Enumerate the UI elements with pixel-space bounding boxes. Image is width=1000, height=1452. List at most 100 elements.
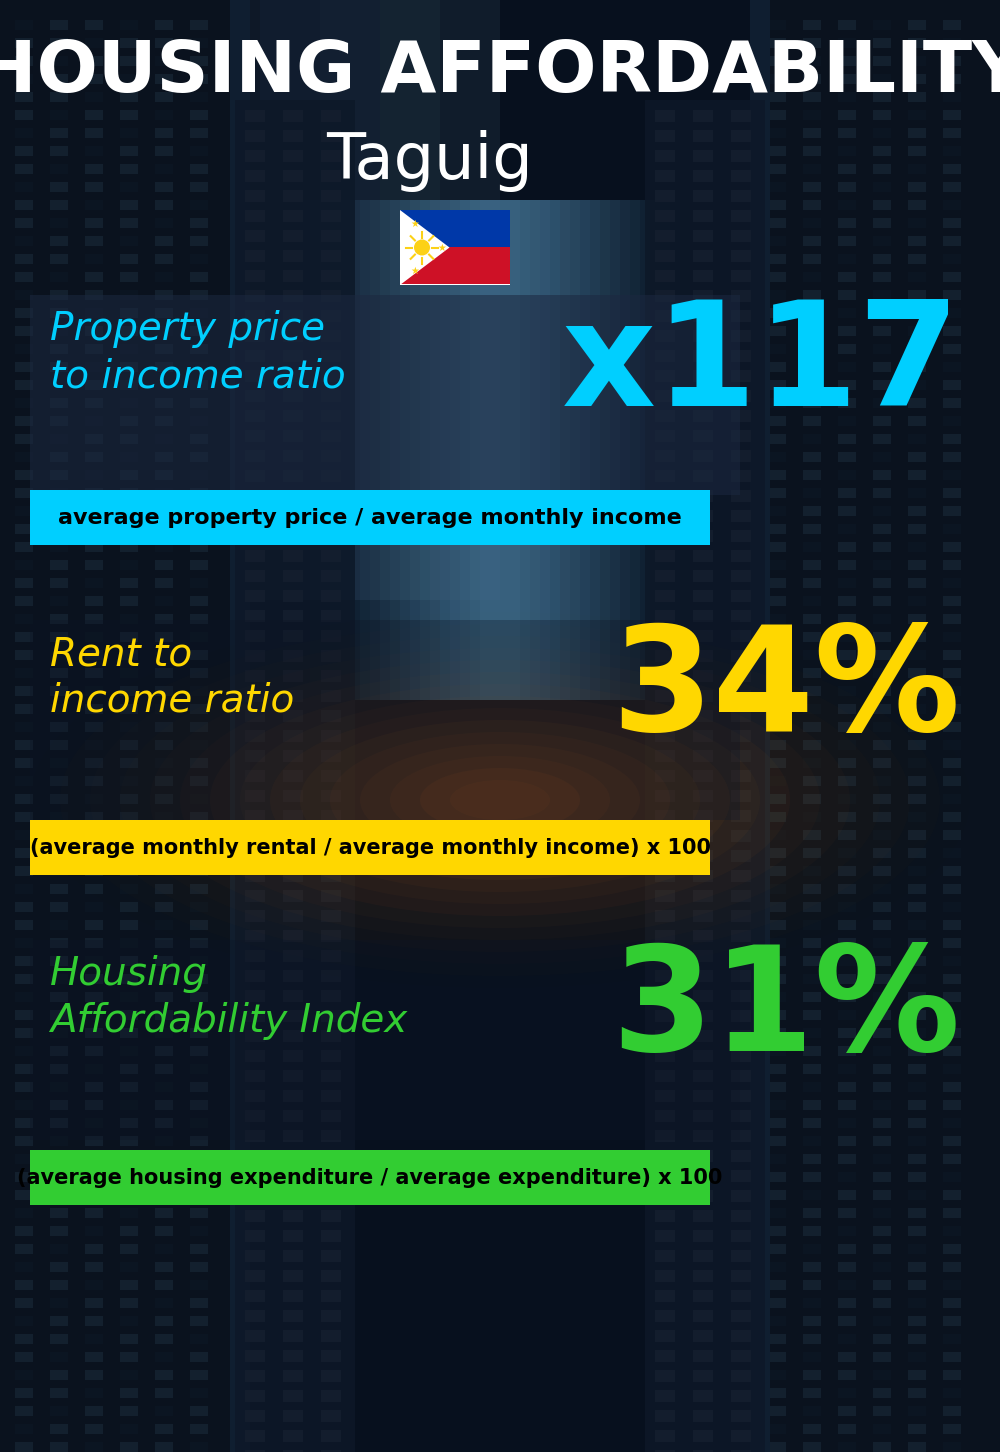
Bar [120,1424,138,1435]
Bar [321,530,341,542]
Bar [245,1451,265,1452]
Bar [838,344,856,354]
Bar [15,398,33,408]
Bar [655,350,675,362]
Bar [155,524,173,534]
Bar [321,1289,341,1302]
Bar [245,1011,265,1022]
Bar [85,595,103,605]
Bar [190,1262,208,1272]
Bar [908,1011,926,1019]
Bar [190,614,208,624]
Bar [838,1045,856,1056]
Bar [245,590,265,603]
Bar [768,327,786,335]
Bar [908,505,926,515]
Bar [15,308,33,318]
Bar [120,524,138,534]
Bar [655,571,675,582]
Bar [15,74,33,84]
Bar [693,190,713,202]
Bar [15,182,33,192]
Bar [803,595,821,605]
Bar [768,1225,786,1236]
Bar [0,0,240,1452]
Bar [655,1150,675,1162]
Bar [283,370,303,382]
Bar [838,488,856,498]
Bar [85,775,103,786]
Bar [655,1250,675,1262]
Bar [283,270,303,282]
Bar [283,1451,303,1452]
Bar [908,128,926,138]
Bar [50,362,68,372]
Bar [190,1028,208,1038]
Bar [321,391,341,402]
Bar [85,1424,103,1435]
Bar [120,327,138,335]
Bar [803,794,821,804]
Bar [803,362,821,372]
Bar [15,650,33,661]
Bar [803,344,821,354]
Bar [120,1371,138,1379]
Bar [50,1082,68,1092]
Bar [50,434,68,444]
Bar [245,571,265,582]
Bar [838,1101,856,1109]
Bar [768,632,786,642]
Bar [85,668,103,678]
Bar [693,409,713,423]
Bar [321,1250,341,1262]
Bar [838,668,856,678]
Bar [410,200,590,700]
Bar [50,578,68,588]
Bar [803,992,821,1002]
Bar [120,992,138,1002]
Bar [245,270,265,282]
Bar [155,595,173,605]
Bar [838,362,856,372]
Bar [245,990,265,1002]
Bar [245,1109,265,1122]
Bar [908,1082,926,1092]
Bar [768,470,786,481]
Bar [15,327,33,335]
Bar [120,794,138,804]
Bar [655,1230,675,1241]
Bar [693,131,713,142]
Bar [803,1118,821,1128]
Bar [15,237,33,245]
Bar [731,1390,751,1403]
Bar [768,560,786,571]
Bar [731,1210,751,1223]
Bar [803,741,821,751]
Bar [838,974,856,984]
Bar [873,308,891,318]
Bar [803,1191,821,1199]
Bar [190,1442,208,1452]
Bar [15,1208,33,1218]
Bar [85,218,103,228]
Bar [655,1090,675,1102]
Bar [155,1225,173,1236]
Bar [768,452,786,462]
Bar [85,1406,103,1416]
Bar [15,1281,33,1289]
Bar [120,578,138,588]
Bar [370,200,630,700]
Bar [768,1064,786,1074]
Bar [768,344,786,354]
Bar [731,550,751,562]
Bar [655,1330,675,1342]
Bar [155,921,173,929]
Bar [908,1281,926,1289]
Bar [768,1118,786,1128]
Bar [85,902,103,912]
Bar [15,1082,33,1092]
Bar [120,1388,138,1398]
Bar [768,1154,786,1165]
Bar [50,488,68,498]
Bar [768,57,786,65]
